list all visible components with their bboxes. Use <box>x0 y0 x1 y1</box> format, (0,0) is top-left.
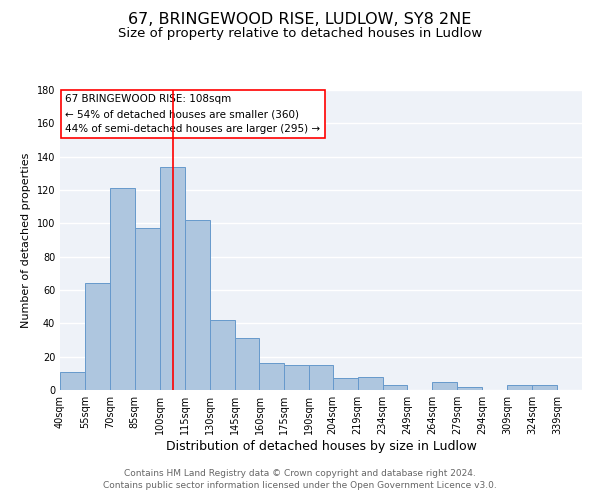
Y-axis label: Number of detached properties: Number of detached properties <box>21 152 31 328</box>
Bar <box>532 385 557 390</box>
Bar <box>310 365 332 390</box>
Bar <box>332 378 358 390</box>
Bar <box>209 320 235 390</box>
Text: 67, BRINGEWOOD RISE, LUDLOW, SY8 2NE: 67, BRINGEWOOD RISE, LUDLOW, SY8 2NE <box>128 12 472 28</box>
Text: Contains HM Land Registry data © Crown copyright and database right 2024.
Contai: Contains HM Land Registry data © Crown c… <box>103 468 497 490</box>
Bar <box>185 220 209 390</box>
Text: 67 BRINGEWOOD RISE: 108sqm
← 54% of detached houses are smaller (360)
44% of sem: 67 BRINGEWOOD RISE: 108sqm ← 54% of deta… <box>65 94 320 134</box>
Bar <box>160 166 185 390</box>
Bar <box>433 382 457 390</box>
Bar <box>284 365 310 390</box>
Bar <box>383 385 407 390</box>
Bar <box>457 386 482 390</box>
Bar <box>85 284 110 390</box>
Bar <box>60 372 85 390</box>
X-axis label: Distribution of detached houses by size in Ludlow: Distribution of detached houses by size … <box>166 440 476 453</box>
Bar <box>110 188 135 390</box>
Bar <box>358 376 383 390</box>
Bar <box>259 364 284 390</box>
Text: Size of property relative to detached houses in Ludlow: Size of property relative to detached ho… <box>118 28 482 40</box>
Bar <box>235 338 259 390</box>
Bar <box>507 385 532 390</box>
Bar <box>135 228 160 390</box>
